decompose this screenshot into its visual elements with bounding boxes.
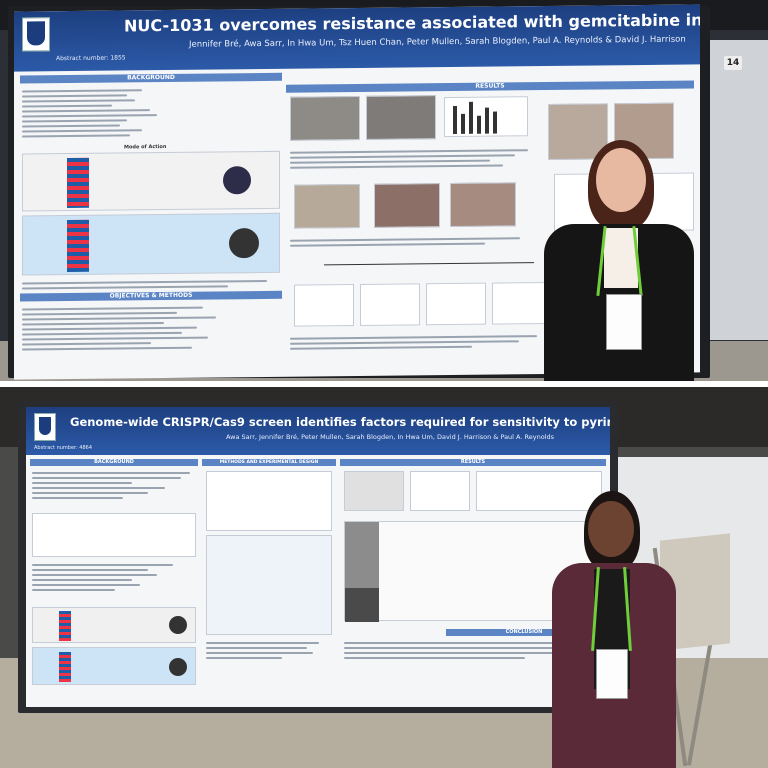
figure-caption: [22, 277, 280, 293]
results-text-3: [290, 332, 550, 353]
figure-gemcitabine-pathway: [32, 607, 196, 643]
photo-divider: [0, 381, 768, 387]
figure-dctp-pathway: [304, 252, 544, 275]
photo-bottom: Abstract number: 4864 Genome-wide CRISPR…: [0, 387, 768, 768]
figure-sgrna-library: [206, 471, 332, 531]
photo-top: 14 Abstract number: 1855 NUC-1031 overco…: [0, 0, 768, 381]
mode-of-action-label: Mode of Action: [124, 143, 167, 151]
board-number: 14: [724, 56, 742, 70]
background-text-2: [32, 561, 198, 594]
figure-dose-response-1: [294, 284, 354, 327]
name-badge: [606, 294, 642, 350]
background-text: [32, 469, 198, 502]
figure-gene-diagram: [476, 471, 602, 511]
name-badge: [596, 649, 628, 699]
abstract-number: Abstract number: 1855: [56, 54, 126, 63]
figure-dose-response-3: [426, 282, 486, 326]
figure-screen-flowchart: [206, 535, 332, 635]
figure-localisation-2: [374, 183, 440, 228]
presenter-face: [596, 148, 646, 212]
figure-nuc1031-pathway: [32, 647, 196, 685]
figure-cell-morphology-1: [290, 95, 360, 141]
poster-banner: Abstract number: 1855 NUC-1031 overcomes…: [14, 4, 700, 72]
figure-nuc1031-pathway: [22, 212, 280, 276]
section-results: RESULTS: [340, 459, 606, 466]
section-conclusion: CONCLUSION: [446, 629, 602, 636]
figure-localisation-1: [294, 183, 360, 229]
presenter-shirt: [604, 228, 638, 288]
figure-bar-chart: [410, 471, 470, 511]
figure-flow-cytometry: [344, 471, 404, 511]
university-crest: [22, 17, 50, 52]
poster-banner: Abstract number: 4864 Genome-wide CRISPR…: [26, 407, 610, 455]
section-background: BACKGROUND: [30, 459, 198, 466]
abstract-number: Abstract number: 4864: [34, 445, 93, 451]
presenter-face: [588, 501, 634, 557]
conclusion-text: [344, 639, 602, 662]
section-methods: METHODS AND EXPERIMENTAL DESIGN: [202, 459, 336, 466]
section-objectives: OBJECTIVES & METHODS: [20, 290, 282, 302]
background-text: [22, 86, 172, 141]
figure-dose-response-2: [360, 283, 420, 326]
poster-title: NUC-1031 overcomes resistance associated…: [124, 9, 700, 36]
poster-bottom: Abstract number: 4864 Genome-wide CRISPR…: [26, 407, 610, 707]
presenter-top: [536, 138, 696, 381]
figure-cell-morphology-2: [366, 95, 436, 140]
figure-cell-cycle-bars: [444, 96, 528, 138]
section-background: BACKGROUND: [20, 72, 282, 84]
methods-text: [206, 639, 332, 662]
university-crest: [34, 413, 56, 441]
poster-title: Genome-wide CRISPR/Cas9 screen identifie…: [70, 415, 610, 429]
section-results: RESULTS: [286, 80, 694, 93]
presenter-bottom: [548, 491, 678, 768]
figure-localisation-3: [450, 182, 516, 228]
results-text-1: [290, 146, 540, 172]
poster-authors: Jennifer Bré, Awa Sarr, In Hwa Um, Tsz H…: [189, 34, 686, 50]
figure-chemical-structures: [32, 513, 196, 557]
objectives-text: [22, 303, 280, 354]
figure-gemcitabine-pathway: [22, 150, 280, 212]
poster-authors: Awa Sarr, Jennifer Bré, Peter Mullen, Sa…: [226, 433, 554, 441]
results-text-2: [290, 234, 540, 250]
